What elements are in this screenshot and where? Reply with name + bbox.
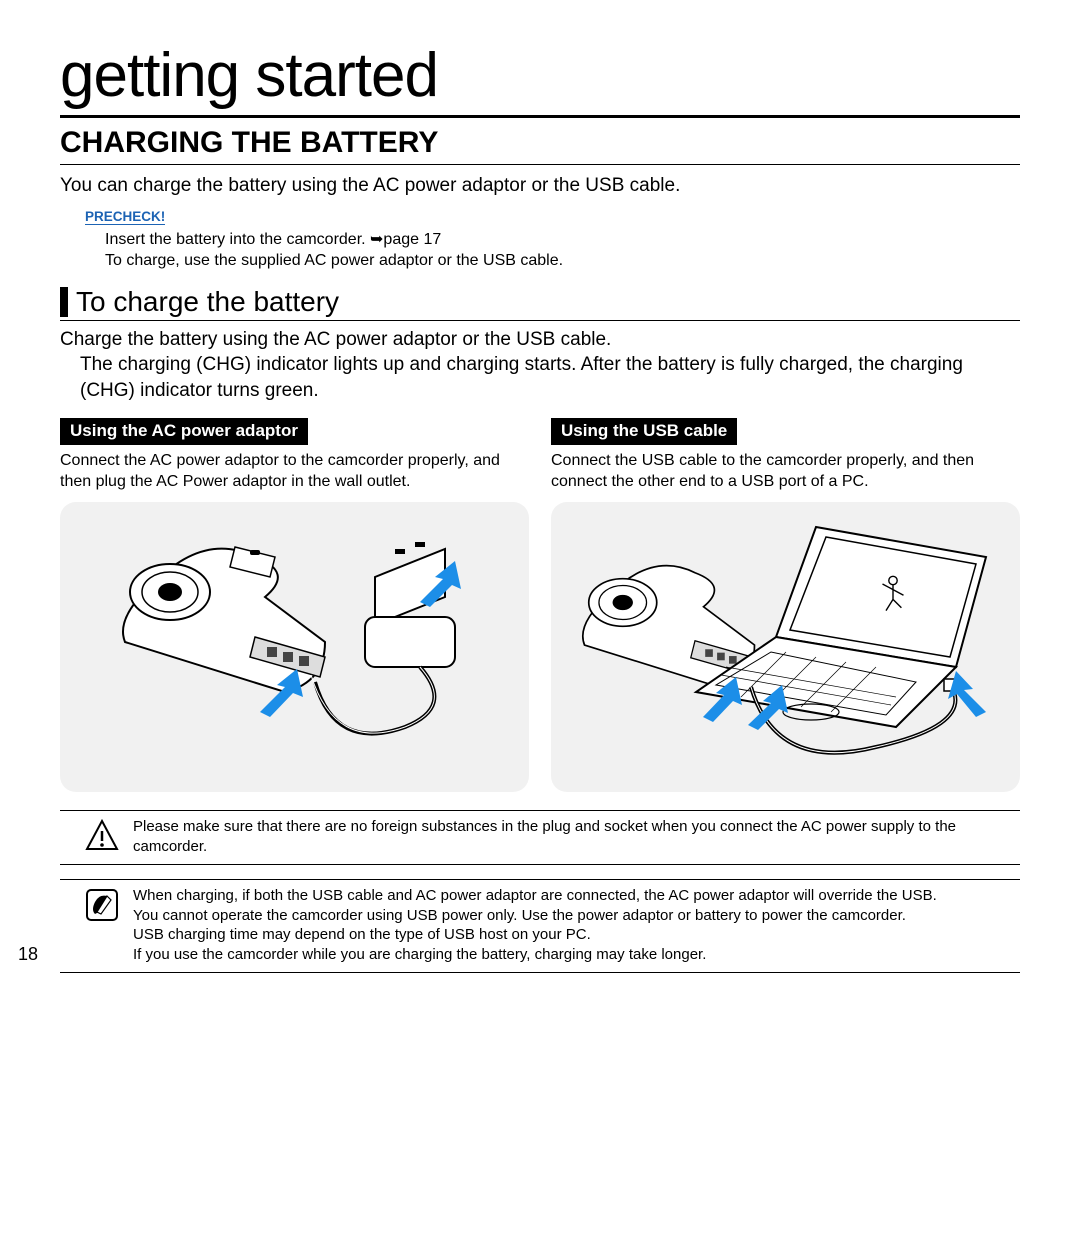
warning-note: Please make sure that there are no forei… — [60, 810, 1020, 865]
precheck-item: To charge, use the supplied AC power ada… — [105, 250, 1020, 272]
note-icon — [85, 888, 119, 922]
info-text: When charging, if both the USB cable and… — [133, 886, 937, 964]
subsection-marker — [60, 287, 68, 317]
method-ac-body: Connect the AC power adaptor to the camc… — [60, 451, 529, 493]
rule — [60, 115, 1020, 118]
method-ac-label: Using the AC power adaptor — [60, 418, 308, 445]
section-title: CHARGING THE BATTERY — [60, 126, 1020, 160]
precheck-label: PRECHECK! — [85, 209, 165, 225]
camcorder-laptop-icon — [566, 517, 1006, 777]
rule — [60, 164, 1020, 165]
precheck-list: Insert the battery into the camcorder. ➥… — [105, 229, 1020, 272]
method-usb-column: Using the USB cable Connect the USB cabl… — [551, 418, 1020, 793]
subsection-title: To charge the battery — [76, 286, 339, 318]
warning-text: Please make sure that there are no forei… — [133, 817, 1020, 856]
diagram-ac-adaptor — [60, 502, 529, 792]
chapter-title: getting started — [60, 40, 1020, 111]
subsection-body: Charge the battery using the AC power ad… — [60, 327, 1020, 353]
warning-icon — [85, 819, 119, 853]
method-usb-body: Connect the USB cable to the camcorder p… — [551, 451, 1020, 493]
rule — [60, 320, 1020, 321]
intro-text: You can charge the battery using the AC … — [60, 173, 1020, 199]
method-usb-label: Using the USB cable — [551, 418, 737, 445]
camcorder-ac-icon — [85, 517, 505, 777]
method-ac-column: Using the AC power adaptor Connect the A… — [60, 418, 529, 793]
subsection-body: The charging (CHG) indicator lights up a… — [80, 352, 1020, 403]
precheck-item: Insert the battery into the camcorder. ➥… — [105, 229, 1020, 251]
page-number: 18 — [18, 944, 38, 965]
info-note: When charging, if both the USB cable and… — [60, 879, 1020, 973]
diagram-usb-laptop — [551, 502, 1020, 792]
